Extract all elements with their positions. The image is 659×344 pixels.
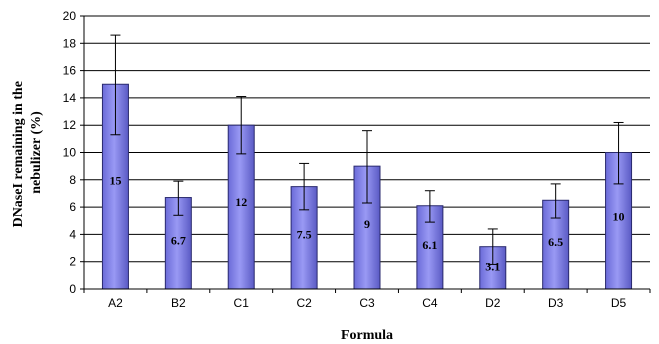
data-label: 7.5 xyxy=(297,228,312,242)
x-tick-label: B2 xyxy=(171,296,186,310)
data-label: 6.7 xyxy=(171,234,186,248)
data-labels: 15 6.7 12 7.5 9 6.1 3.1 6.5 10 xyxy=(109,173,624,273)
x-tick-label: C4 xyxy=(422,296,438,310)
data-label: 6.5 xyxy=(548,235,563,249)
y-tick-labels: 0 2 4 6 8 10 12 14 16 18 20 xyxy=(63,9,84,296)
data-label: 10 xyxy=(613,210,625,224)
x-tick-label: A2 xyxy=(108,296,123,310)
y-tick-label: 0 xyxy=(69,282,76,296)
x-tick-label: D2 xyxy=(485,296,501,310)
y-tick-label: 16 xyxy=(63,64,77,78)
y-axis-title-line-2: nebulizer (%) xyxy=(29,111,44,194)
data-label: 12 xyxy=(235,195,247,209)
y-axis-title: DNaseI remaining in the nebulizer (%) xyxy=(11,78,44,228)
x-tick-label: D5 xyxy=(611,296,627,310)
x-tick-labels: A2 B2 C1 C2 C3 C4 D2 D3 D5 xyxy=(83,289,651,310)
y-axis-title-line-1: DNaseI remaining in the xyxy=(11,81,26,227)
y-tick-label: 14 xyxy=(63,91,77,105)
y-tick-label: 8 xyxy=(69,173,76,187)
data-label: 6.1 xyxy=(422,238,437,252)
x-tick-label: C2 xyxy=(296,296,312,310)
y-tick-label: 2 xyxy=(69,255,76,269)
y-tick-label: 10 xyxy=(63,146,77,160)
x-tick-label: C1 xyxy=(234,296,250,310)
data-label: 9 xyxy=(364,217,370,231)
x-tick-label: D3 xyxy=(548,296,564,310)
error-bars xyxy=(110,34,624,265)
y-tick-label: 6 xyxy=(69,200,76,214)
y-tick-label: 18 xyxy=(63,36,77,50)
data-label: 15 xyxy=(109,173,121,187)
y-tick-label: 20 xyxy=(63,9,77,23)
y-tick-label: 4 xyxy=(69,227,76,241)
y-tick-label: 12 xyxy=(63,118,77,132)
x-axis-title: Formula xyxy=(341,328,393,343)
data-label: 3.1 xyxy=(485,260,500,274)
bars xyxy=(101,83,633,290)
x-tick-label: C3 xyxy=(359,296,375,310)
